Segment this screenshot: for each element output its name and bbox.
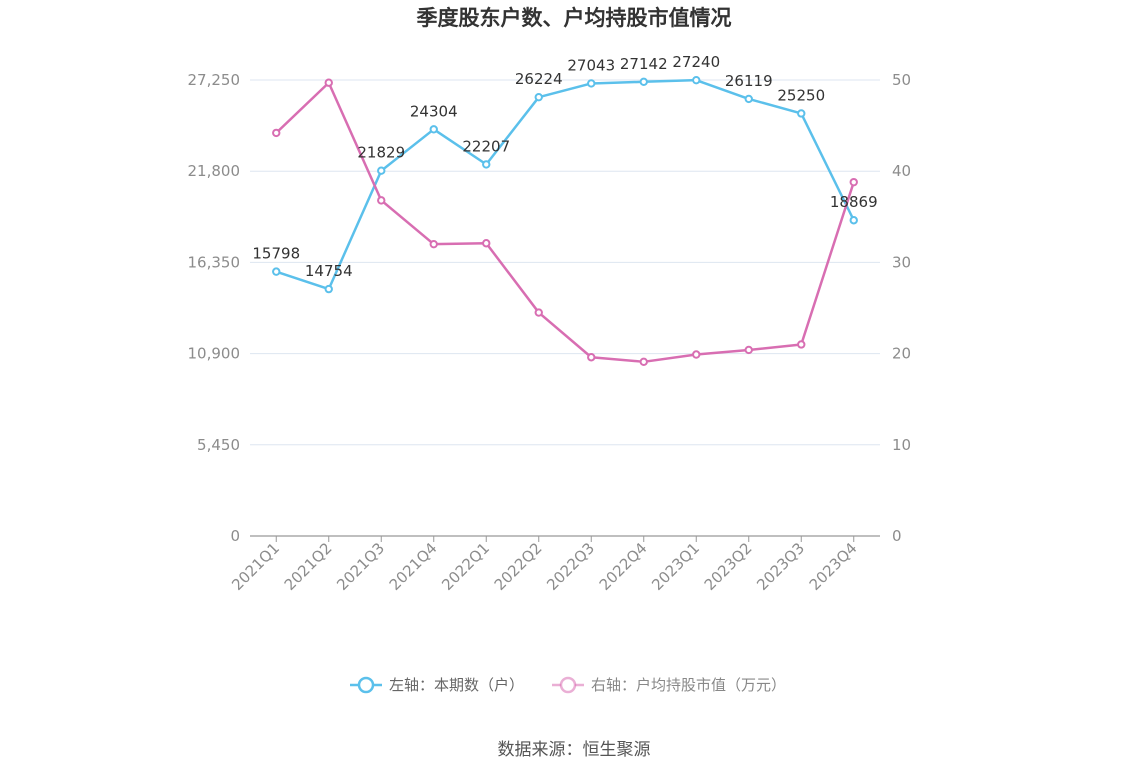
left-tick-label: 5,450	[197, 436, 240, 454]
left-axis-ticks: 0 5,450 10,900 16,350 21,800 27,250	[188, 71, 241, 545]
right-tick-label: 50	[892, 71, 911, 89]
data-point[interactable]	[429, 239, 438, 249]
legend-item-0[interactable]: 左轴：本期数（户）	[389, 676, 524, 694]
data-point[interactable]	[482, 239, 491, 248]
chart-title: 季度股东户数、户均持股市值情况	[417, 6, 732, 30]
right-axis-ticks: 0 10 20 30 40 50	[892, 71, 911, 545]
legend-swatch-marker	[357, 676, 375, 694]
series-group	[272, 75, 858, 367]
data-point[interactable]	[272, 267, 281, 276]
data-point[interactable]	[534, 308, 543, 317]
x-tick-label: 2022Q4	[596, 539, 651, 594]
x-tick-label: 2023Q3	[753, 539, 808, 594]
data-point[interactable]	[272, 128, 281, 138]
right-tick-label: 30	[892, 253, 911, 271]
x-tick-label: 2022Q3	[543, 539, 598, 594]
x-tick-label: 2021Q4	[386, 539, 441, 594]
left-tick-label: 21,800	[188, 162, 241, 180]
x-tick-label: 2022Q2	[491, 539, 546, 594]
data-label: 27240	[672, 53, 720, 71]
data-point[interactable]	[587, 79, 596, 88]
data-label: 24304	[410, 102, 458, 120]
right-tick-label: 0	[892, 527, 902, 545]
data-label: 26119	[725, 72, 773, 90]
data-point[interactable]	[849, 216, 858, 225]
data-label: 25250	[777, 86, 825, 104]
data-point[interactable]	[849, 177, 858, 187]
series-line-0	[275, 78, 855, 291]
left-tick-label: 16,350	[188, 253, 241, 271]
legend-item-1[interactable]: 右轴：户均持股市值（万元）	[591, 676, 786, 694]
grid-lines	[250, 79, 880, 446]
data-point[interactable]	[429, 125, 438, 134]
data-label: 27043	[567, 56, 615, 74]
x-tick-label: 2023Q1	[648, 539, 703, 594]
data-label: 18869	[830, 193, 878, 211]
left-tick-label: 27,250	[188, 71, 241, 89]
data-point[interactable]	[744, 94, 753, 104]
right-tick-label: 10	[892, 436, 911, 454]
data-point[interactable]	[324, 284, 333, 294]
right-tick-label: 20	[892, 345, 911, 363]
data-label: 21829	[357, 144, 405, 162]
data-label: 15798	[252, 245, 300, 263]
data-point[interactable]	[744, 345, 753, 355]
data-label: 22207	[462, 137, 510, 155]
source-note: 数据来源：恒生聚源	[498, 740, 651, 760]
data-label: 27142	[620, 55, 668, 73]
x-tick-label: 2021Q2	[281, 539, 336, 594]
data-label: 26224	[515, 70, 563, 88]
legend-swatch-marker	[559, 676, 577, 694]
x-tick-label: 2023Q4	[806, 539, 861, 594]
data-point[interactable]	[587, 353, 596, 362]
series-line-1	[275, 81, 855, 364]
left-tick-label: 0	[230, 527, 240, 545]
right-tick-label: 40	[892, 162, 911, 180]
data-point[interactable]	[639, 77, 648, 87]
legend: 左轴：本期数（户） 右轴：户均持股市值（万元）	[350, 676, 786, 694]
data-point[interactable]	[692, 350, 701, 359]
left-tick-label: 10,900	[188, 345, 241, 363]
data-point[interactable]	[377, 166, 386, 175]
data-point[interactable]	[639, 357, 648, 367]
data-point[interactable]	[797, 109, 806, 118]
data-point[interactable]	[482, 160, 491, 169]
data-point[interactable]	[692, 75, 701, 85]
data-point[interactable]	[324, 78, 333, 87]
x-tick-label: 2021Q3	[333, 539, 388, 594]
x-tick-label: 2023Q2	[701, 539, 756, 594]
data-point[interactable]	[377, 196, 386, 205]
data-point[interactable]	[797, 340, 806, 349]
data-label: 14754	[305, 262, 353, 280]
x-tick-label: 2021Q1	[228, 539, 283, 594]
data-point[interactable]	[534, 92, 543, 102]
x-axis: 2021Q12021Q22021Q32021Q42022Q12022Q22022…	[228, 535, 880, 594]
x-tick-label: 2022Q1	[438, 539, 493, 594]
